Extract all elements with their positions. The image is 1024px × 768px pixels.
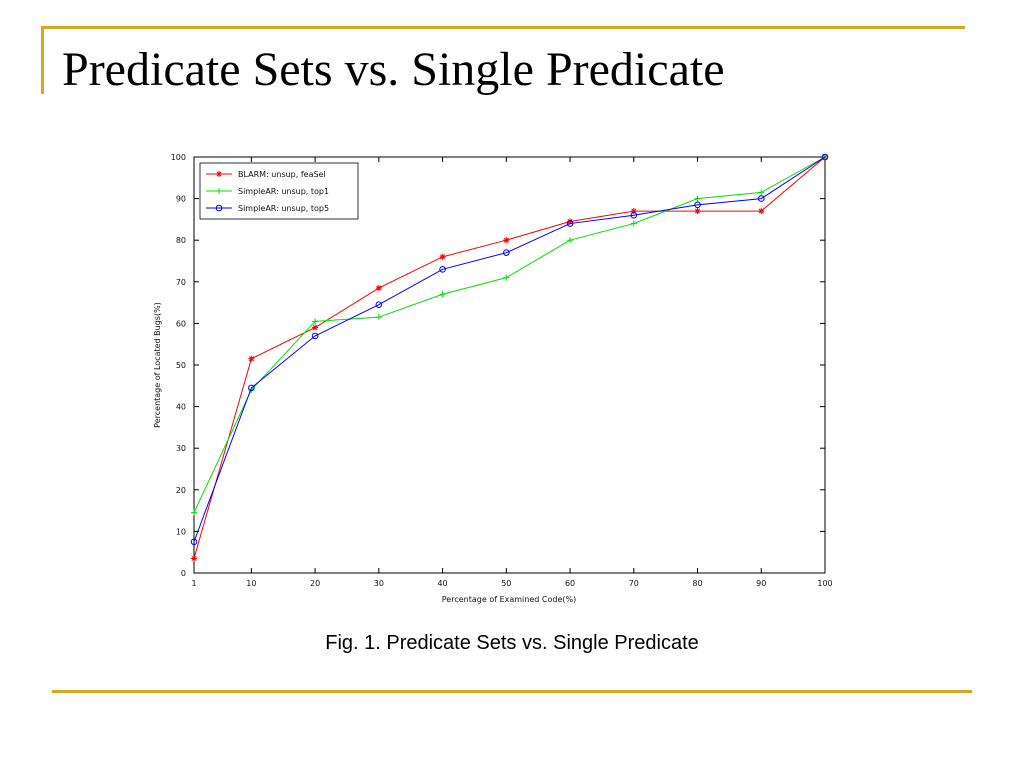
data-point	[503, 237, 510, 244]
legend-marker	[215, 204, 223, 212]
data-point	[694, 208, 701, 215]
legend-entry: BLARM: unsup, feaSel	[206, 170, 326, 179]
y-tick-label: 0	[181, 569, 186, 578]
y-axis-label: Percentage of Located Bugs(%)	[153, 302, 162, 428]
x-axis-label: Percentage of Examined Code(%)	[442, 595, 576, 604]
legend: BLARM: unsup, feaSel SimpleAR: unsup, top…	[199, 162, 359, 220]
data-point	[248, 384, 255, 392]
y-tick-label: 80	[176, 236, 186, 245]
slide-title: Predicate Sets vs. Single Predicate	[62, 43, 725, 96]
legend-entry: SimpleAR: unsup, top1	[206, 187, 329, 196]
data-point	[758, 208, 765, 215]
x-tick-label: 70	[629, 579, 639, 588]
x-tick-label: 20	[310, 579, 320, 588]
y-tick-label: 30	[176, 444, 186, 453]
data-point	[630, 220, 637, 227]
y-tick-label: 50	[176, 361, 186, 370]
y-tick-label: 10	[176, 527, 186, 536]
title-accent-top-line	[41, 26, 965, 29]
data-point	[375, 314, 382, 321]
data-point	[248, 355, 255, 362]
x-tick-label: 30	[374, 579, 384, 588]
series-line	[193, 156, 826, 542]
data-point	[694, 195, 701, 202]
y-tick-label: 100	[171, 153, 186, 162]
data-point	[439, 291, 446, 298]
data-point	[311, 332, 319, 340]
data-point	[312, 318, 319, 325]
title-accent-vertical-line	[41, 26, 44, 94]
data-point	[694, 201, 701, 209]
data-point	[503, 274, 510, 281]
y-tick-label: 60	[176, 319, 186, 328]
data-point	[630, 208, 637, 215]
data-point	[821, 153, 829, 161]
data-point	[439, 253, 446, 260]
ticks-layer: 1 10 20 30 40 50 60 70 80 90 100 0 10 20 30 40 50 60 70 80 9…	[171, 153, 833, 588]
data-point	[566, 220, 574, 227]
data-point	[191, 555, 197, 562]
data-point	[567, 237, 574, 244]
series-1	[191, 154, 828, 562]
legend-entry: SimpleAR: unsup, top5	[206, 204, 329, 213]
y-tick-label: 70	[176, 278, 186, 287]
series-2	[191, 154, 828, 516]
x-tick-label: 40	[437, 579, 447, 588]
legend-marker	[216, 171, 222, 177]
x-tick-label: 90	[756, 579, 766, 588]
legend-label: SimpleAR: unsup, top1	[238, 187, 329, 196]
data-point	[758, 189, 765, 196]
x-tick-label: 60	[565, 579, 575, 588]
data-point	[439, 266, 446, 273]
data-point	[503, 249, 510, 256]
series-layer	[190, 153, 829, 562]
data-point	[190, 538, 198, 546]
x-tick-label: 1	[191, 579, 196, 588]
x-tick-label: 10	[246, 579, 256, 588]
data-point	[567, 218, 574, 225]
y-tick-label: 40	[176, 403, 186, 412]
figure-caption: Fig. 1. Predicate Sets vs. Single Predic…	[325, 632, 699, 654]
footer-accent-line	[52, 690, 972, 693]
y-tick-label: 20	[176, 486, 186, 495]
legend-label: BLARM: unsup, feaSel	[238, 170, 326, 179]
x-tick-label: 50	[501, 579, 511, 588]
y-tick-label: 90	[176, 195, 186, 204]
x-tick-label: 100	[817, 579, 832, 588]
data-point	[630, 211, 638, 219]
series-3	[190, 153, 829, 546]
data-point	[757, 195, 765, 202]
data-point	[312, 324, 319, 331]
legend-label: SimpleAR: unsup, top5	[238, 204, 329, 213]
data-point	[375, 301, 383, 308]
x-tick-label: 80	[692, 579, 702, 588]
data-point	[375, 285, 382, 292]
data-point	[191, 509, 197, 516]
legend-marker	[216, 188, 222, 194]
